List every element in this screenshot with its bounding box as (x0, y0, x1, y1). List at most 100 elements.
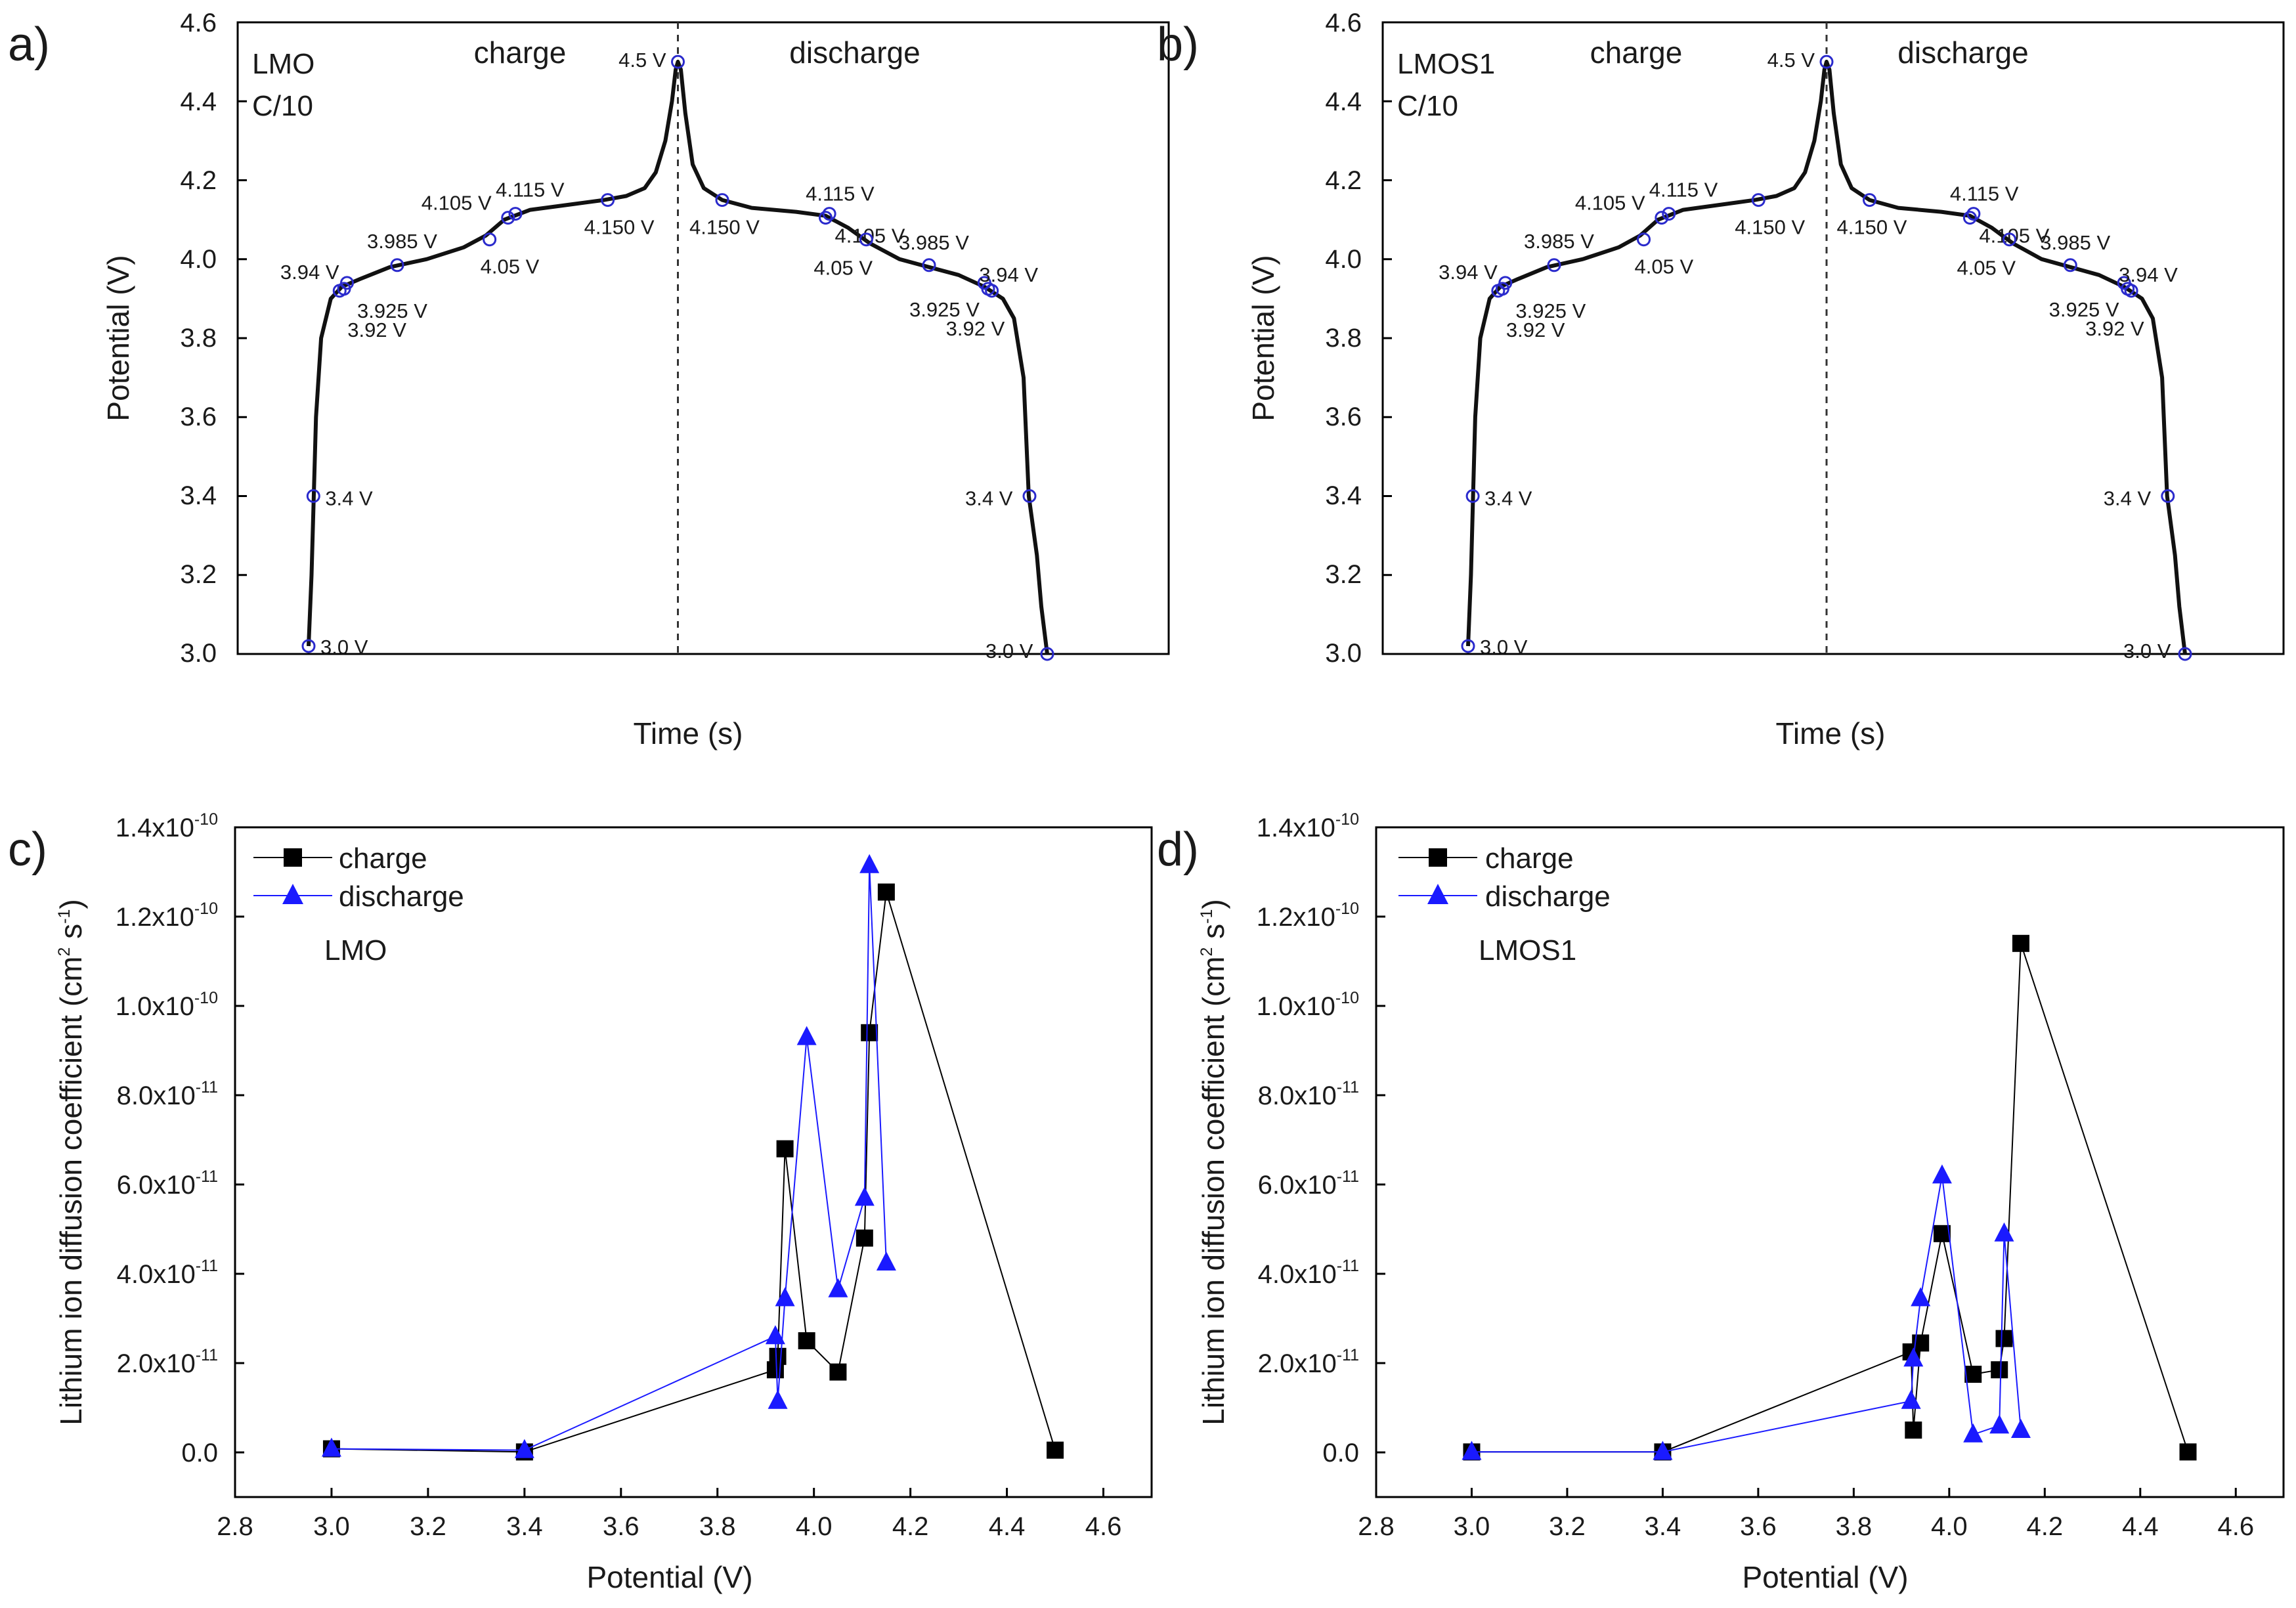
voltage-marker (2063, 258, 2077, 272)
x-tick-label: 3.8 (1836, 1512, 1873, 1541)
voltage-marker (822, 207, 836, 221)
voltage-marker-label: 4.5 V (1767, 49, 1815, 72)
voltage-marker (1637, 232, 1651, 247)
y-tick-label: 3.0 (1325, 639, 1362, 668)
voltage-marker-label: 4.05 V (481, 255, 540, 278)
y-tick-label: 6.0x10-11 (1258, 1167, 1359, 1200)
charge-series-line (1471, 943, 2189, 1453)
voltage-marker-label: 3.925 V (1515, 299, 1586, 322)
voltage-marker-label: 4.150 V (689, 216, 760, 239)
x-tick-label: 4.0 (796, 1512, 833, 1541)
discharge-point (1932, 1164, 1952, 1184)
y-label-main: Lithium ion diffusion coefficient (cm (54, 957, 88, 1425)
voltage-marker (483, 232, 497, 247)
x-tick-label: 4.4 (2122, 1512, 2159, 1541)
voltage-marker-label: 3.4 V (2104, 487, 2152, 510)
y-tick-label: 2.0x10-11 (1258, 1346, 1359, 1378)
y-tick-label: 1.0x10-10 (1257, 989, 1359, 1021)
voltage-marker-label: 4.115 V (1950, 183, 2019, 206)
discharge-point (876, 1251, 896, 1271)
x-tick-label: 3.8 (699, 1512, 736, 1541)
y-tick-label: 3.8 (180, 324, 217, 353)
plot-frame-c (234, 826, 1153, 1498)
panel-letter-d: d) (1157, 823, 1199, 876)
charge-point (2012, 934, 2029, 952)
voltage-curve-line (307, 60, 1049, 655)
voltage-marker (2161, 489, 2175, 503)
discharge-point (1963, 1423, 1983, 1443)
panel-c-diffusion-coefficient: c) 0.0 2.0x10-11 4.0x10-11 6.0x10-11 8.0x10-… (8, 810, 1153, 1594)
y-label-mid: s (1196, 924, 1230, 947)
voltage-marker-label: 3.4 V (1484, 487, 1532, 510)
voltage-marker (1040, 647, 1054, 661)
voltage-marker (1662, 207, 1676, 221)
voltage-marker-label: 4.150 V (584, 216, 655, 239)
discharge-point (768, 1389, 788, 1409)
voltage-marker (1655, 211, 1669, 225)
legend-label-charge: charge (339, 842, 427, 875)
discharge-point (514, 1439, 534, 1458)
y-tick-label: 3.0 (180, 639, 217, 668)
voltage-marker-label: 4.115 V (496, 179, 565, 202)
x-ticks-c: 2.8 3.0 3.2 3.4 3.6 3.8 4.0 4.2 4.4 4.6 (217, 1488, 1121, 1541)
discharge-series-line (331, 865, 887, 1451)
voltage-marker (671, 54, 685, 69)
series-d (1462, 934, 2197, 1461)
charge-series-line (331, 892, 1056, 1453)
voltage-marker (501, 211, 515, 225)
voltage-marker (2002, 232, 2016, 247)
charge-point (1905, 1422, 1922, 1439)
charge-discharge-divider-a (238, 21, 679, 655)
y-label-main: Lithium ion diffusion coefficient (cm (1196, 957, 1230, 1425)
y-tick-label: 4.0 (1325, 245, 1362, 274)
y-tick-label: 3.4 (180, 481, 217, 510)
legend-label-discharge: discharge (1485, 880, 1611, 913)
discharge-point (1989, 1414, 2010, 1434)
x-tick-label: 4.2 (2027, 1512, 2064, 1541)
x-tick-label: 4.4 (989, 1512, 1026, 1541)
voltage-marker (2178, 647, 2192, 661)
legend-label-discharge: discharge (339, 880, 464, 913)
charge-point (1995, 1330, 2013, 1347)
y-tick-label: 4.6 (1325, 9, 1362, 37)
legend-marker-discharge (282, 884, 303, 904)
y-axis-label-a: Potential (V) (101, 255, 135, 421)
legend-marker-discharge (1427, 884, 1448, 904)
voltage-marker (1819, 54, 1834, 69)
charge-point (798, 1332, 815, 1349)
y-label-end: ) (1196, 899, 1230, 909)
discharge-point (1911, 1287, 1931, 1307)
y-ticks-b: 4.6 4.4 4.2 4.0 3.8 3.6 3.4 3.2 3.0 (1325, 9, 1362, 668)
voltage-marker-label: 3.92 V (946, 317, 1005, 340)
x-tick-label: 4.0 (1931, 1512, 1968, 1541)
voltage-marker (2124, 284, 2138, 298)
x-tick-label: 4.6 (2217, 1512, 2254, 1541)
discharge-point (854, 1186, 875, 1206)
charge-point (1047, 1441, 1064, 1459)
voltage-marker (1966, 207, 1981, 221)
charge-discharge-divider-b (1383, 21, 1828, 655)
y-tick-label: 8.0x10-11 (117, 1078, 218, 1110)
x-tick-label: 3.4 (506, 1512, 543, 1541)
legend-c: charge discharge (253, 842, 464, 913)
voltage-marker (301, 639, 316, 653)
legend-label-charge: charge (1485, 842, 1574, 875)
discharge-point (859, 854, 880, 873)
y-tick-label: 4.2 (1325, 166, 1362, 195)
y-tick-label: 4.0x10-11 (117, 1257, 218, 1289)
y-label-sup: 2 (1198, 947, 1216, 957)
voltage-marker (1751, 193, 1765, 207)
voltage-marker (508, 207, 523, 221)
voltage-marker (985, 284, 999, 298)
y-label-end: ) (54, 899, 88, 909)
voltage-marker (601, 193, 615, 207)
voltage-marker (390, 258, 404, 272)
y-tick-label: 3.2 (1325, 560, 1362, 589)
y-tick-label: 6.0x10-11 (117, 1167, 218, 1200)
voltage-marker-label: 3.0 V (2123, 640, 2171, 663)
y-label-sup: -1 (1198, 909, 1216, 924)
voltage-marker-label: 3.925 V (2049, 298, 2119, 321)
discharge-label-b: discharge (1897, 35, 2028, 70)
voltage-marker-label: 3.925 V (909, 298, 980, 321)
voltage-marker (1465, 489, 1480, 503)
